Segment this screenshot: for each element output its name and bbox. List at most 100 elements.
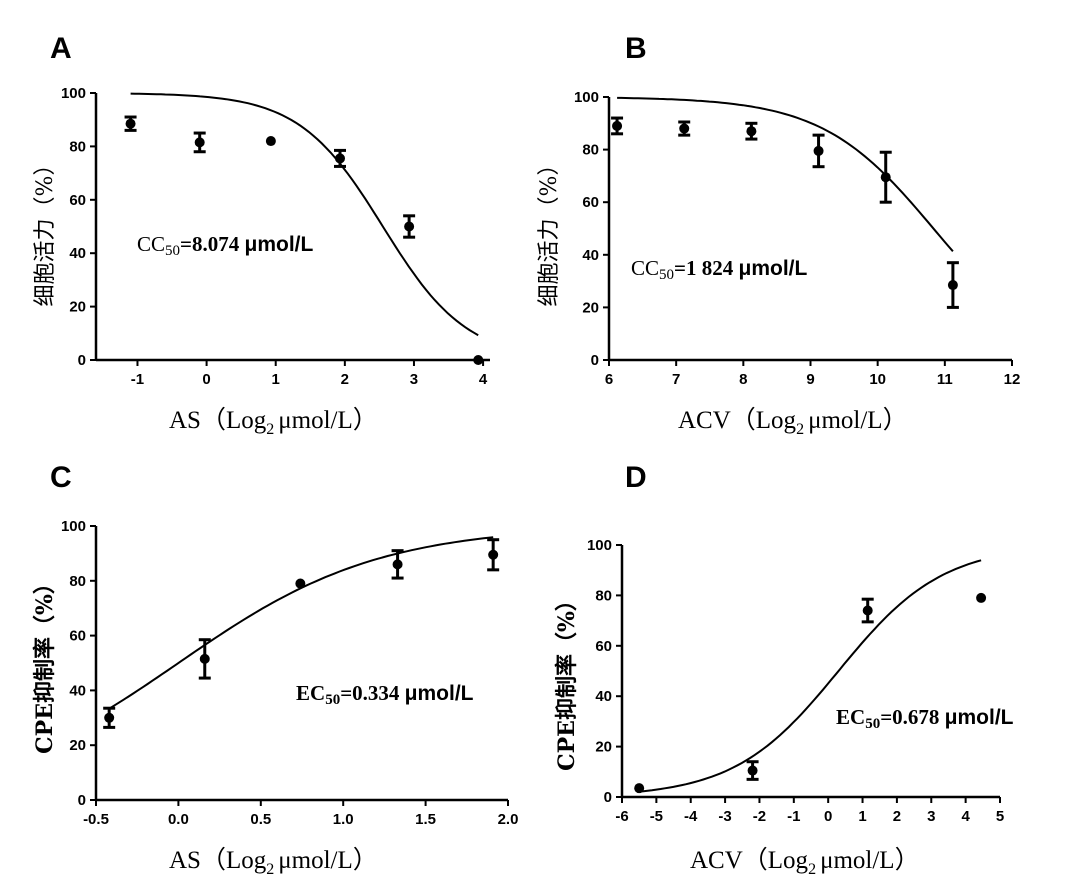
data-point — [392, 559, 403, 570]
x-tick-label: 1 — [272, 371, 280, 388]
data-point — [880, 172, 891, 183]
data-point — [295, 578, 306, 589]
data-point — [612, 120, 623, 131]
y-axis-label: CPE抑制率（%） — [554, 589, 580, 771]
data-point — [194, 137, 205, 148]
x-tick-label: 6 — [605, 371, 613, 388]
panel-letter: A — [50, 32, 72, 65]
y-axis-label: CPE抑制率（%） — [32, 572, 58, 754]
x-tick-label: 1 — [858, 808, 866, 825]
x-tick-label: 10 — [869, 371, 886, 388]
panel-letter: B — [625, 32, 647, 65]
x-tick-label: 0 — [202, 371, 210, 388]
x-tick-label: -1 — [131, 371, 144, 388]
data-point — [488, 549, 499, 560]
x-tick-label: -0.5 — [83, 811, 109, 828]
x-tick-label: 2.0 — [498, 811, 519, 828]
x-tick-label: 4 — [961, 808, 970, 825]
data-point — [862, 605, 873, 616]
y-tick-label: 0 — [591, 352, 599, 369]
x-tick-label: 3 — [927, 808, 935, 825]
x-tick-label: 0 — [824, 808, 832, 825]
x-tick-label: 4 — [479, 371, 488, 388]
data-point — [813, 145, 824, 156]
x-tick-label: 3 — [410, 371, 418, 388]
y-tick-label: 80 — [69, 138, 86, 155]
y-tick-label: 20 — [69, 299, 86, 316]
y-tick-label: 60 — [69, 192, 86, 209]
y-tick-label: 60 — [595, 638, 612, 655]
x-tick-label: 0.0 — [168, 811, 189, 828]
y-tick-label: 100 — [587, 537, 612, 554]
y-tick-label: 20 — [595, 739, 612, 756]
x-tick-label: 7 — [672, 371, 680, 388]
x-tick-label: -5 — [650, 808, 663, 825]
panel-b: B 6 7 8 9 10 11 12 0 20 40 60 80 100 ACV（Log2 μmol/L） 细胞… — [537, 32, 1020, 438]
x-tick-label: -3 — [718, 808, 731, 825]
annotation: CC50=8.074 μmol/L — [137, 232, 314, 259]
x-tick-label: 8 — [739, 371, 747, 388]
data-point — [746, 126, 757, 137]
x-tick-label: 5 — [996, 808, 1004, 825]
y-tick-label: 20 — [69, 737, 86, 754]
annotation: EC50=0.678 μmol/L — [836, 705, 1014, 732]
data-point — [679, 123, 690, 134]
x-tick-label: -2 — [753, 808, 766, 825]
panel-d: D -6 -5 -4 -3 -2 -1 0 1 2 3 4 5 0 20 40 60 80 100 ACV（Log2 μ… — [554, 461, 1014, 878]
panel-c: C -0.5 0.0 0.5 1.0 1.5 2.0 0 20 40 60 80 100 AS（Log2 μ… — [32, 461, 518, 878]
x-axis-label: AS（Log2 μmol/L） — [169, 406, 378, 438]
y-tick-label: 60 — [69, 628, 86, 645]
y-tick-label: 80 — [582, 142, 599, 159]
y-tick-label: 40 — [69, 245, 86, 262]
data-point — [199, 653, 210, 664]
annotation: CC50=1 824 μmol/L — [631, 256, 808, 283]
annotation: EC50=0.334 μmol/L — [296, 681, 474, 708]
x-tick-label: 2 — [341, 371, 349, 388]
y-axis-label: 细胞活力（%） — [33, 154, 58, 307]
data-point — [747, 765, 758, 776]
y-tick-label: 80 — [595, 587, 612, 604]
y-tick-label: 0 — [604, 789, 612, 806]
panel-letter: D — [625, 461, 647, 494]
y-tick-label: 0 — [78, 352, 86, 369]
x-tick-label: -1 — [787, 808, 800, 825]
y-tick-label: 60 — [582, 194, 599, 211]
x-axis-label: ACV（Log2 μmol/L） — [690, 846, 920, 878]
y-tick-label: 100 — [61, 518, 86, 535]
y-tick-label: 80 — [69, 573, 86, 590]
fit-curve — [130, 92, 479, 337]
x-tick-label: 9 — [806, 371, 814, 388]
y-tick-label: 100 — [574, 89, 599, 106]
data-point — [473, 355, 484, 365]
x-tick-label: 1.5 — [415, 811, 436, 828]
data-point — [634, 783, 645, 794]
y-tick-label: 40 — [69, 682, 86, 699]
fit-curve — [639, 559, 982, 793]
data-point — [335, 153, 346, 164]
y-tick-label: 0 — [78, 792, 86, 809]
data-point — [104, 712, 115, 723]
x-tick-label: 11 — [937, 371, 953, 388]
data-point — [947, 280, 958, 291]
data-point — [265, 136, 276, 147]
data-point — [125, 118, 136, 129]
y-tick-label: 20 — [582, 299, 599, 316]
x-tick-label: 0.5 — [250, 811, 271, 828]
x-tick-label: 1.0 — [333, 811, 354, 828]
y-tick-label: 40 — [582, 247, 599, 264]
fit-curve — [617, 96, 954, 252]
x-axis-label: ACV（Log2 μmol/L） — [678, 406, 908, 438]
x-axis-label: AS（Log2 μmol/L） — [169, 846, 378, 878]
y-tick-label: 100 — [61, 85, 86, 102]
x-tick-label: 2 — [893, 808, 901, 825]
y-tick-label: 40 — [595, 688, 612, 705]
y-axis-label: 细胞活力（%） — [537, 154, 562, 307]
data-point — [976, 592, 987, 603]
data-point — [404, 221, 415, 232]
panel-letter: C — [50, 461, 72, 494]
x-tick-label: 12 — [1004, 371, 1021, 388]
x-tick-label: -6 — [615, 808, 628, 825]
x-tick-label: -4 — [684, 808, 698, 825]
